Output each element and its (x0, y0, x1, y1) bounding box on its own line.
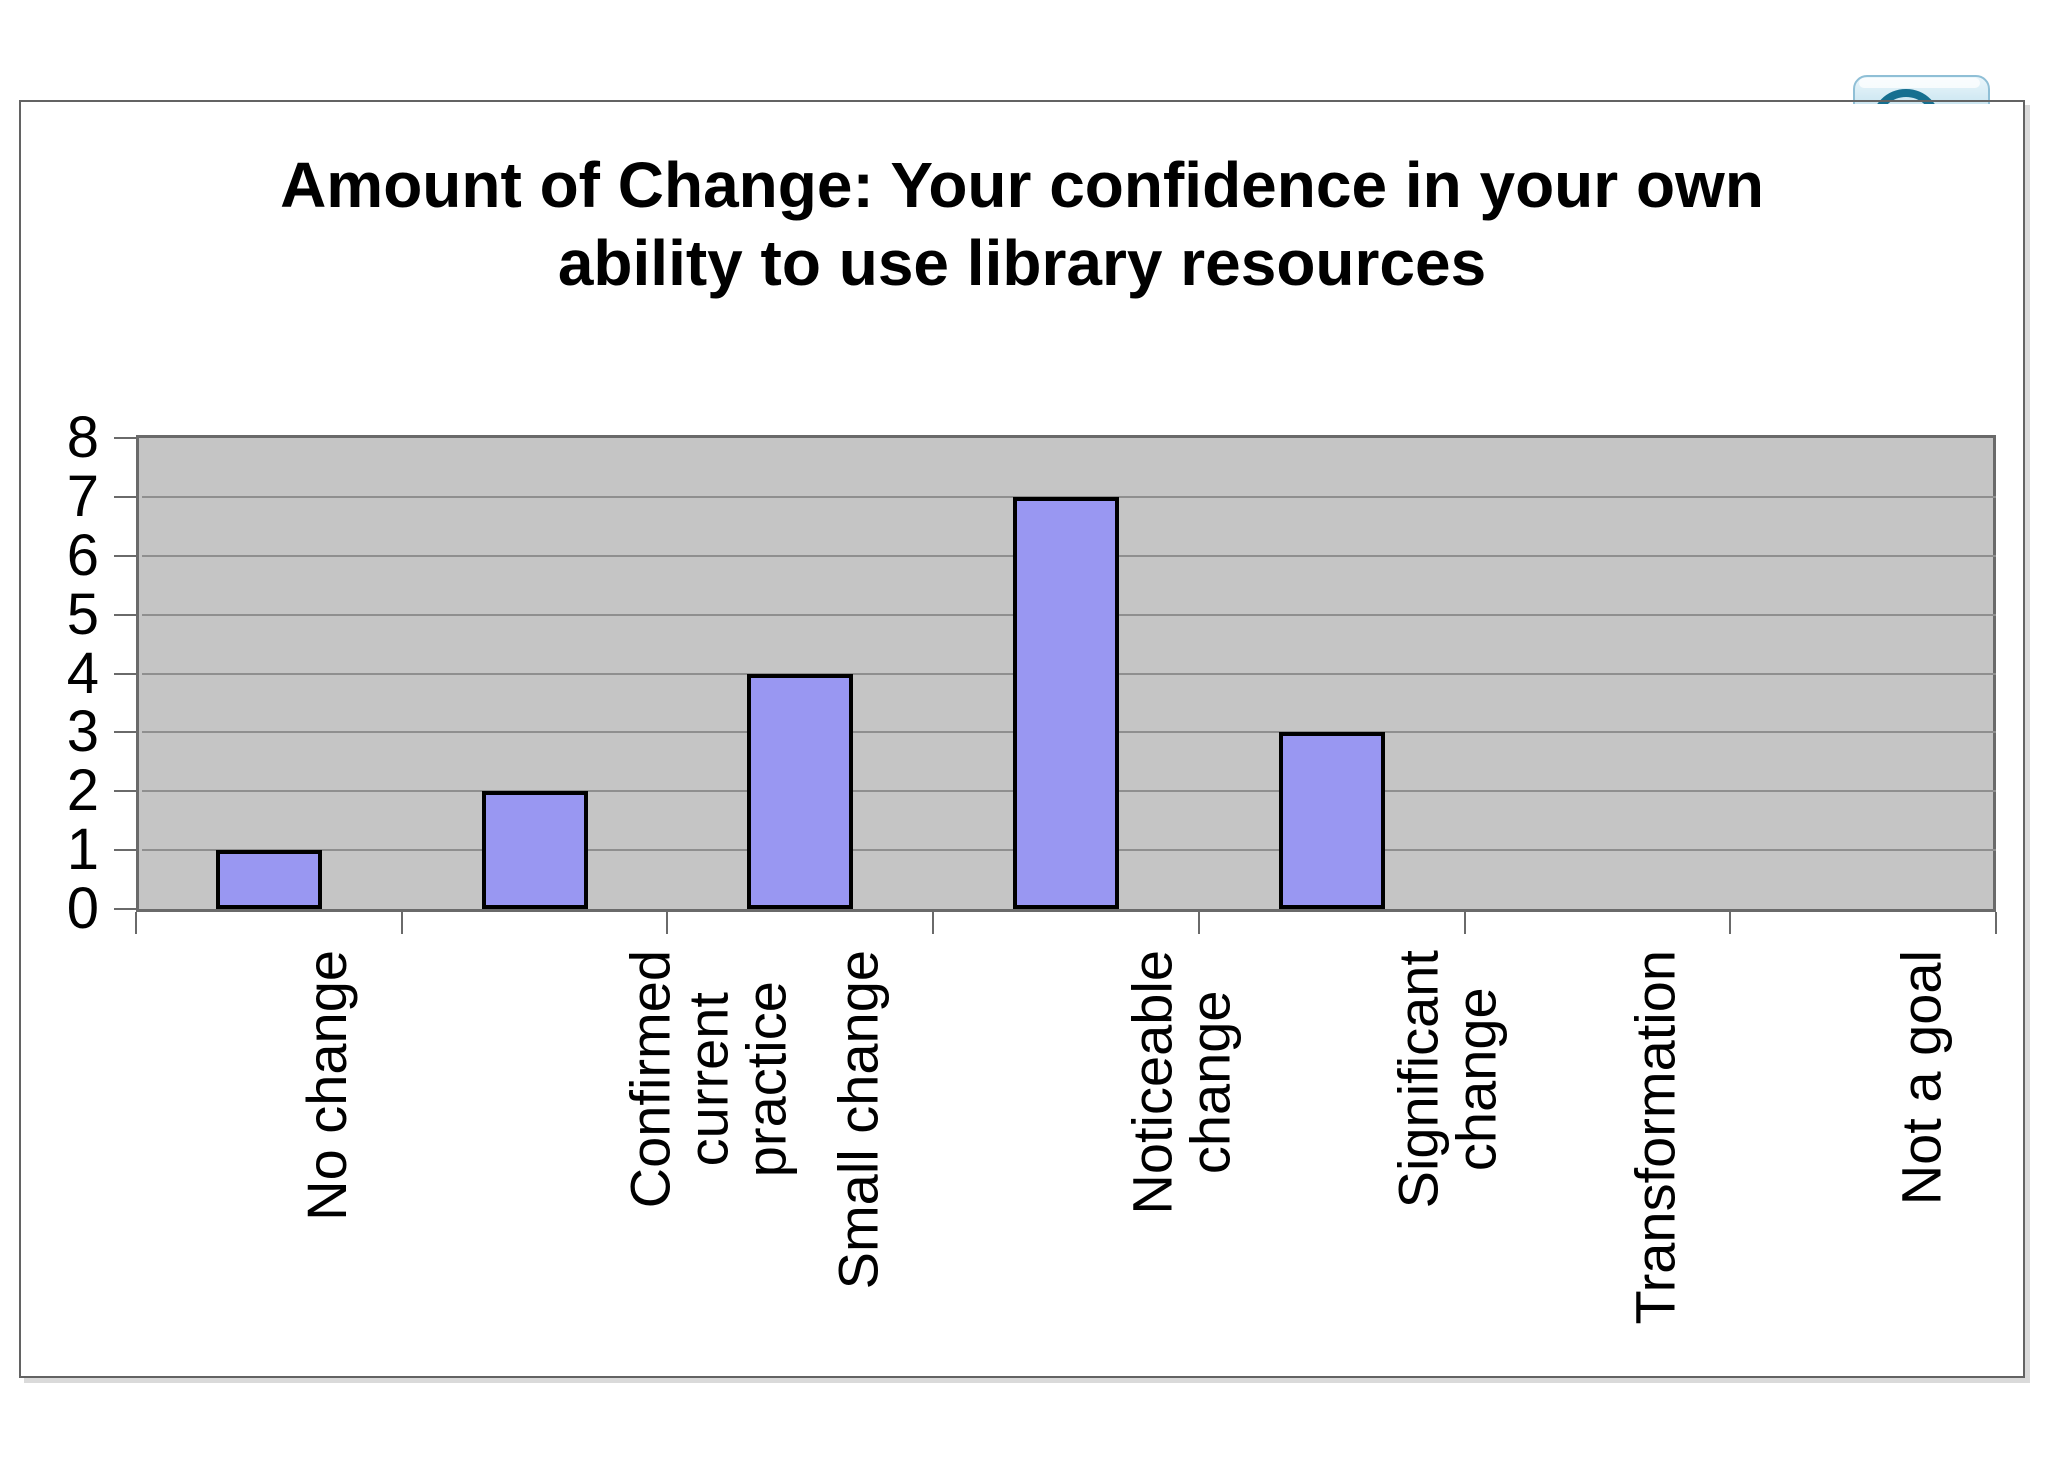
x-axis-tick-3 (932, 912, 935, 934)
x-axis-label-significant: Significant change (1386, 950, 1508, 1209)
bar-no-change (215, 850, 322, 909)
x-axis-label-small-change: Small change (826, 950, 890, 1290)
y-axis-tick-5 (114, 613, 139, 616)
y-axis-tick-6 (114, 554, 139, 557)
bar-small-change (747, 673, 854, 909)
x-axis-label-not-a-goal: Not a goal (1889, 950, 1953, 1206)
x-axis-tick-1 (400, 912, 403, 934)
x-axis-tick-6 (1729, 912, 1732, 934)
bar-noticeable (1013, 496, 1119, 909)
x-axis-label-noticeable: Noticeable change (1121, 950, 1242, 1215)
y-axis-tick-2 (114, 790, 139, 793)
y-axis-tick-1 (114, 849, 139, 852)
y-axis-label-8: 8 (66, 405, 99, 470)
y-axis-label-6: 6 (66, 522, 99, 588)
x-axis-tick-2 (666, 912, 669, 934)
chart-title: Amount of Change: Your confidence in you… (280, 149, 1764, 299)
y-axis-tick-7 (114, 495, 139, 498)
y-axis-label-7: 7 (66, 463, 99, 529)
bar-confirmed (481, 791, 588, 909)
y-axis-label-5: 5 (66, 581, 99, 647)
y-axis-label-3: 3 (66, 699, 99, 765)
y-axis-label-0: 0 (66, 876, 99, 941)
x-axis-tick-5 (1463, 912, 1466, 934)
y-axis-tick-4 (114, 672, 139, 675)
y-axis-tick-0 (114, 908, 139, 910)
y-axis-label-2: 2 (66, 758, 99, 824)
bar-significant (1278, 732, 1385, 909)
y-axis-label-1: 1 (66, 817, 99, 883)
x-axis-tick-4 (1197, 912, 1200, 934)
x-axis-tick-7 (1995, 912, 1997, 934)
y-axis-tick-3 (114, 731, 139, 734)
x-axis-label-no-change: No change (294, 950, 358, 1221)
frame-top-border-segment (1853, 100, 2025, 102)
chart-object: Amount of Change: Your confidence in you… (19, 100, 2025, 1378)
x-axis-tick-0 (135, 912, 137, 934)
glossy-button-highlight (1859, 78, 1980, 88)
x-axis-label-transformation: Transformation (1623, 950, 1687, 1325)
y-axis-tick-8 (114, 437, 139, 439)
x-axis-label-confirmed: Confirmed current practice (618, 950, 798, 1209)
y-axis-label-4: 4 (66, 640, 99, 706)
